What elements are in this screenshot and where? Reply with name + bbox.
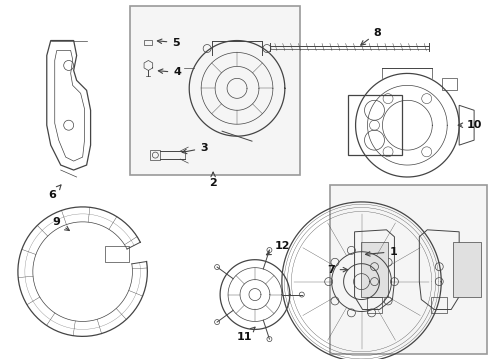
Text: 12: 12 <box>267 241 291 255</box>
Text: 10: 10 <box>458 120 483 130</box>
Text: 9: 9 <box>53 217 70 230</box>
Text: 8: 8 <box>361 28 381 45</box>
Bar <box>150 150 160 160</box>
Bar <box>453 242 481 297</box>
Bar <box>105 246 129 262</box>
Text: 11: 11 <box>237 327 255 342</box>
Text: 5: 5 <box>157 37 180 48</box>
Text: 3: 3 <box>182 143 208 154</box>
Text: 4: 4 <box>158 67 181 77</box>
Bar <box>361 242 389 297</box>
Text: 2: 2 <box>209 172 217 188</box>
Bar <box>330 185 487 354</box>
Bar <box>145 40 152 45</box>
Bar <box>347 95 402 155</box>
Text: 7: 7 <box>327 265 347 275</box>
Text: 1: 1 <box>366 247 397 257</box>
Text: 6: 6 <box>48 185 61 200</box>
Bar <box>442 78 457 90</box>
Bar <box>130 6 300 175</box>
